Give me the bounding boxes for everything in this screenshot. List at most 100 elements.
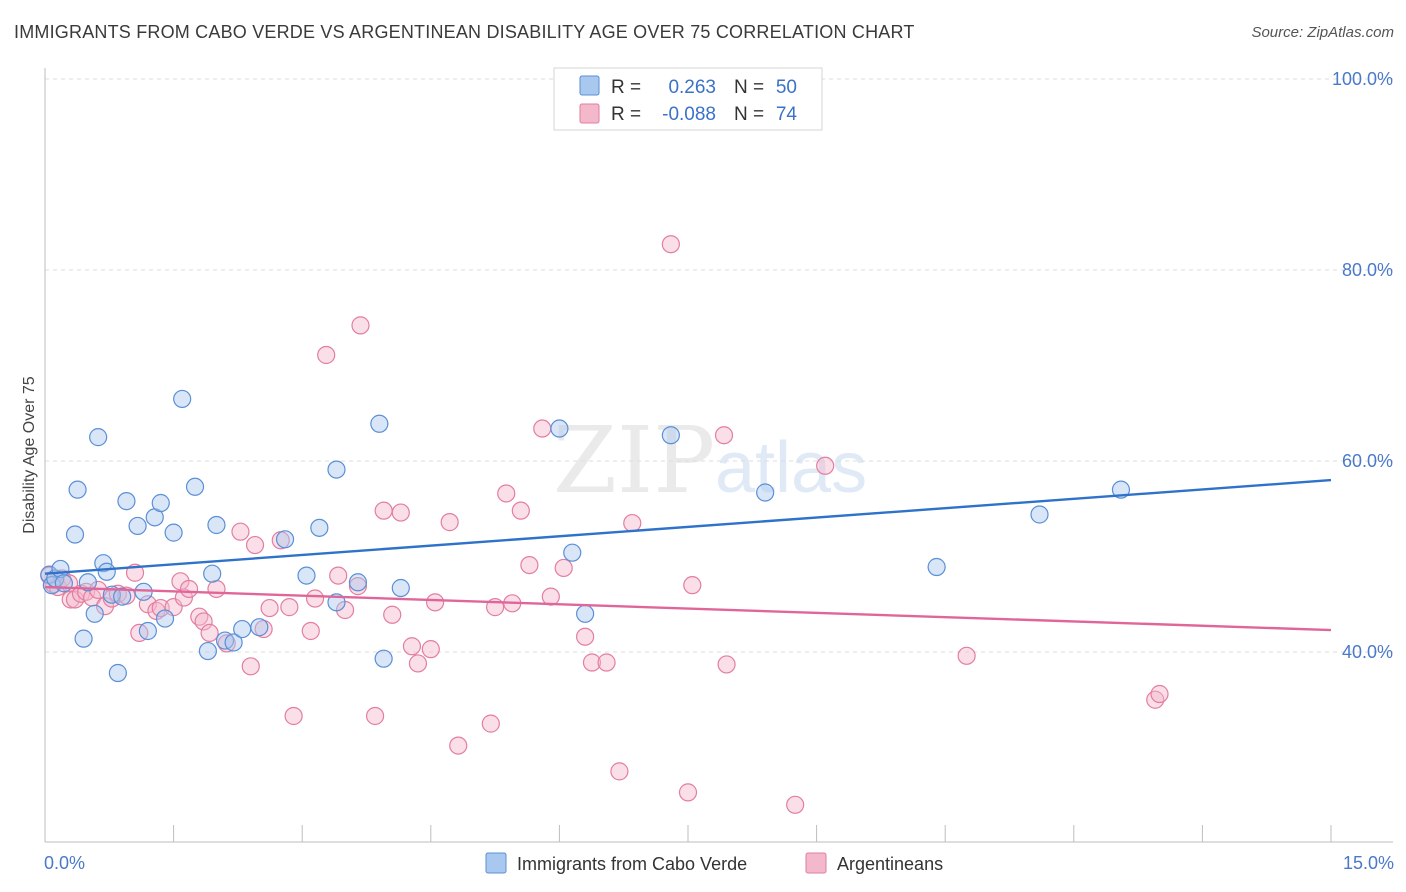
data-point [198, 641, 217, 661]
trend-lines [44, 478, 1332, 632]
legend-pink-r-label: R = [611, 104, 641, 125]
watermark-atlas: atlas [715, 428, 867, 508]
data-point [348, 577, 368, 596]
legend-blue-r-value: 0.263 [668, 77, 716, 98]
legend-series: Immigrants from Cabo Verde Argentineans [485, 852, 943, 874]
data-point [113, 587, 132, 606]
trend-line-cabo-verde [44, 478, 1332, 575]
data-point [348, 573, 368, 592]
legend-stats: R = 0.263 N = 50 R = -0.088 N = 74 [553, 67, 823, 131]
data-point [305, 589, 325, 608]
argentineans-points [40, 235, 1169, 814]
legend-blue-r-label: R = [611, 77, 641, 98]
data-point [683, 576, 702, 595]
x-ticks [44, 825, 1332, 842]
data-point [203, 564, 222, 583]
data-point [576, 604, 595, 623]
data-point [563, 543, 582, 562]
legend-cabo-verde-label: Immigrants from Cabo Verde [517, 854, 747, 874]
data-point [661, 426, 680, 445]
data-point [301, 621, 320, 641]
data-point [402, 637, 422, 656]
trend-line-argentineans [44, 585, 1332, 632]
data-point [927, 557, 946, 577]
data-point [65, 525, 85, 544]
data-point [497, 484, 516, 503]
y-tick-label-40: 40.0% [1342, 642, 1393, 662]
data-point [97, 562, 116, 581]
x-tick-label-min: 0.0% [44, 853, 85, 873]
cabo-verde-points [40, 389, 1131, 683]
data-point [151, 598, 170, 618]
data-point [408, 654, 428, 673]
data-point [661, 235, 680, 254]
data-point [89, 428, 108, 447]
data-point [164, 523, 183, 542]
legend-blue-n-value: 50 [776, 77, 797, 98]
data-point [370, 414, 389, 433]
legend-blue-n-label: N = [734, 77, 764, 98]
data-point [207, 515, 226, 535]
data-point [481, 714, 500, 733]
data-point [224, 633, 243, 652]
data-point [374, 501, 393, 520]
data-point [233, 619, 252, 639]
data-point [179, 579, 199, 599]
y-tick-label-60: 60.0% [1342, 451, 1393, 471]
data-point [155, 609, 175, 628]
data-point [365, 706, 385, 726]
legend-argentineans-label: Argentineans [837, 854, 943, 874]
data-point [54, 574, 73, 593]
data-point [241, 657, 260, 676]
watermark: ZIP atlas [553, 407, 867, 514]
data-point [151, 493, 170, 513]
data-point [714, 426, 734, 445]
data-point [520, 555, 539, 575]
data-point [194, 612, 213, 631]
legend-argentineans-swatch [805, 852, 827, 874]
data-point [554, 558, 573, 578]
data-point [85, 604, 104, 623]
legend-pink-n-value: 74 [776, 104, 798, 125]
data-point [78, 573, 97, 592]
data-point [134, 582, 153, 601]
data-point [957, 646, 976, 665]
data-point [449, 736, 468, 755]
data-point [280, 598, 299, 617]
source-label: Source: ZipAtlas.com [1251, 24, 1394, 41]
data-point [597, 653, 616, 672]
data-point [128, 516, 147, 536]
x-tick-label-max: 15.0% [1343, 853, 1394, 873]
y-axis-title: Disability Age Over 75 [21, 376, 38, 534]
legend-cabo-verde-swatch [485, 852, 507, 874]
data-point [576, 627, 595, 646]
data-point [511, 501, 530, 520]
legend-pink-r-value: -0.088 [662, 104, 716, 125]
data-point [245, 535, 265, 555]
data-point [421, 640, 440, 659]
data-point [550, 419, 569, 438]
data-point [95, 597, 115, 616]
data-point [374, 649, 393, 668]
data-point [391, 503, 410, 522]
data-point [317, 345, 336, 365]
data-point [383, 605, 402, 624]
y-tick-label-80: 80.0% [1342, 260, 1393, 280]
y-tick-label-100: 100.0% [1332, 69, 1393, 89]
data-point [174, 588, 193, 607]
data-point [623, 513, 642, 533]
data-point [440, 513, 459, 532]
data-point [678, 783, 698, 802]
data-point [61, 590, 80, 609]
data-point [231, 522, 250, 541]
watermark-zip: ZIP [553, 407, 715, 514]
data-point [425, 593, 445, 612]
data-point [327, 460, 346, 479]
data-point [1150, 684, 1169, 704]
data-point [185, 477, 205, 496]
data-point [1030, 505, 1049, 524]
data-point [297, 566, 316, 585]
data-point [582, 653, 602, 672]
data-point [541, 587, 560, 606]
